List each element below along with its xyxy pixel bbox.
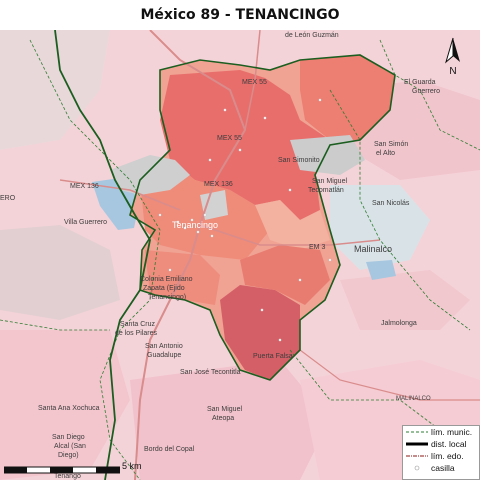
place-label: ERO [0, 195, 16, 202]
scale-bar-graphic [3, 466, 121, 474]
place-label: San Antonio [145, 343, 183, 350]
legend-symbol-thick-line [406, 439, 428, 449]
legend-label: lím. edo. [431, 451, 464, 461]
place-label: Colonia Emiliano [140, 276, 193, 283]
section-area [240, 245, 330, 305]
place-label: Zapata (Ejido [143, 285, 185, 292]
road-label: EM 3 [309, 244, 325, 251]
legend-symbol-point [406, 463, 428, 473]
place-label: San Simonito [278, 157, 320, 164]
section-area [255, 200, 330, 250]
road-label: MEX 55 [217, 135, 242, 142]
nodata-area [290, 135, 365, 175]
casilla-points [158, 98, 332, 342]
place-label: Puerta Falsa [253, 353, 293, 360]
municipal-boundary [329, 89, 471, 331]
place-label: Jalmolonga [381, 320, 417, 327]
legend: lím. munic. dist. local lím. edo. casill… [402, 425, 480, 480]
legend-symbol-dashed-line [406, 427, 428, 437]
terrain-patch [130, 360, 330, 480]
legend-item-district: dist. local [403, 438, 479, 450]
legend-item-state: lím. edo. [403, 450, 479, 462]
terrain-patch [340, 270, 470, 330]
road [299, 349, 480, 401]
legend-symbol-state-line [406, 451, 428, 461]
terrain-patch [0, 225, 120, 320]
municipal-boundary [29, 39, 161, 480]
legend-item-municipal: lím. munic. [403, 426, 479, 438]
north-arrow-icon [445, 37, 460, 64]
district-boundary [129, 54, 396, 381]
map-svg: de León Guzmán MEX 55 El Guarda Guerrero… [0, 30, 480, 480]
road [199, 224, 381, 246]
section-area [160, 70, 330, 220]
road [244, 30, 261, 131]
north-arrow: N [438, 36, 468, 80]
scale-bar: 5 km [3, 461, 142, 476]
nodata-area [200, 190, 228, 220]
section-area [145, 250, 220, 305]
place-label: El Guarda [404, 79, 436, 86]
map-canvas[interactable]: de León Guzmán MEX 55 El Guarda Guerrero… [0, 30, 480, 480]
place-label: Villa Guerrero [64, 219, 107, 226]
legend-label: casilla [431, 463, 455, 473]
municipal-boundary [379, 39, 480, 151]
section-area [300, 55, 395, 140]
place-label: Tecomatlán [308, 187, 344, 194]
place-label: Santa Ana Xochuca [38, 405, 100, 412]
place-label: Tenancingo [172, 220, 218, 230]
place-label: Diego) [58, 452, 79, 459]
district-boundary-west [54, 30, 151, 480]
municipal-boundary [0, 319, 110, 331]
place-label: San José Tecontitla [180, 369, 241, 376]
map-title: México 89 - TENANCINGO [140, 7, 340, 23]
place-label: de los Pilares [115, 330, 158, 337]
place-label: Malinalco [354, 244, 392, 254]
terrain-patch [0, 330, 130, 480]
place-label: Bordo del Copal [144, 446, 195, 453]
scale-label: 5 km [122, 461, 142, 471]
place-label: Ateopa [212, 415, 234, 422]
north-label: N [449, 66, 457, 77]
place-label: Santa Cruz [120, 321, 156, 328]
malinalco-area [330, 185, 430, 270]
road-label: MEX 55 [242, 79, 267, 86]
nodata-area [110, 155, 190, 195]
place-label: el Alto [376, 150, 395, 157]
place-label: San Miguel [207, 406, 242, 413]
place-label: San Diego [52, 434, 85, 441]
place-label: Tenancingo) [148, 294, 186, 301]
legend-label: lím. munic. [431, 427, 473, 437]
road [59, 179, 181, 211]
road-label: MEX 136 [204, 181, 233, 188]
legend-item-casilla: casilla [403, 462, 479, 474]
place-label: San Simón [374, 141, 408, 148]
place-label: de León Guzmán [285, 32, 339, 39]
place-label: San Miguel [312, 178, 347, 185]
place-label: Alcal (San [54, 443, 86, 450]
municipal-boundary [289, 349, 441, 431]
section-area [220, 285, 300, 380]
road-label: MEX 136 [70, 183, 99, 190]
place-label: MALINALCO [396, 396, 431, 402]
place-label: Guadalupe [147, 352, 181, 359]
water-body [366, 260, 396, 280]
place-label: San Nicolás [372, 200, 410, 207]
legend-label: dist. local [431, 439, 467, 449]
place-label: Tenango [54, 473, 81, 480]
place-label: Guerrero [412, 88, 440, 95]
